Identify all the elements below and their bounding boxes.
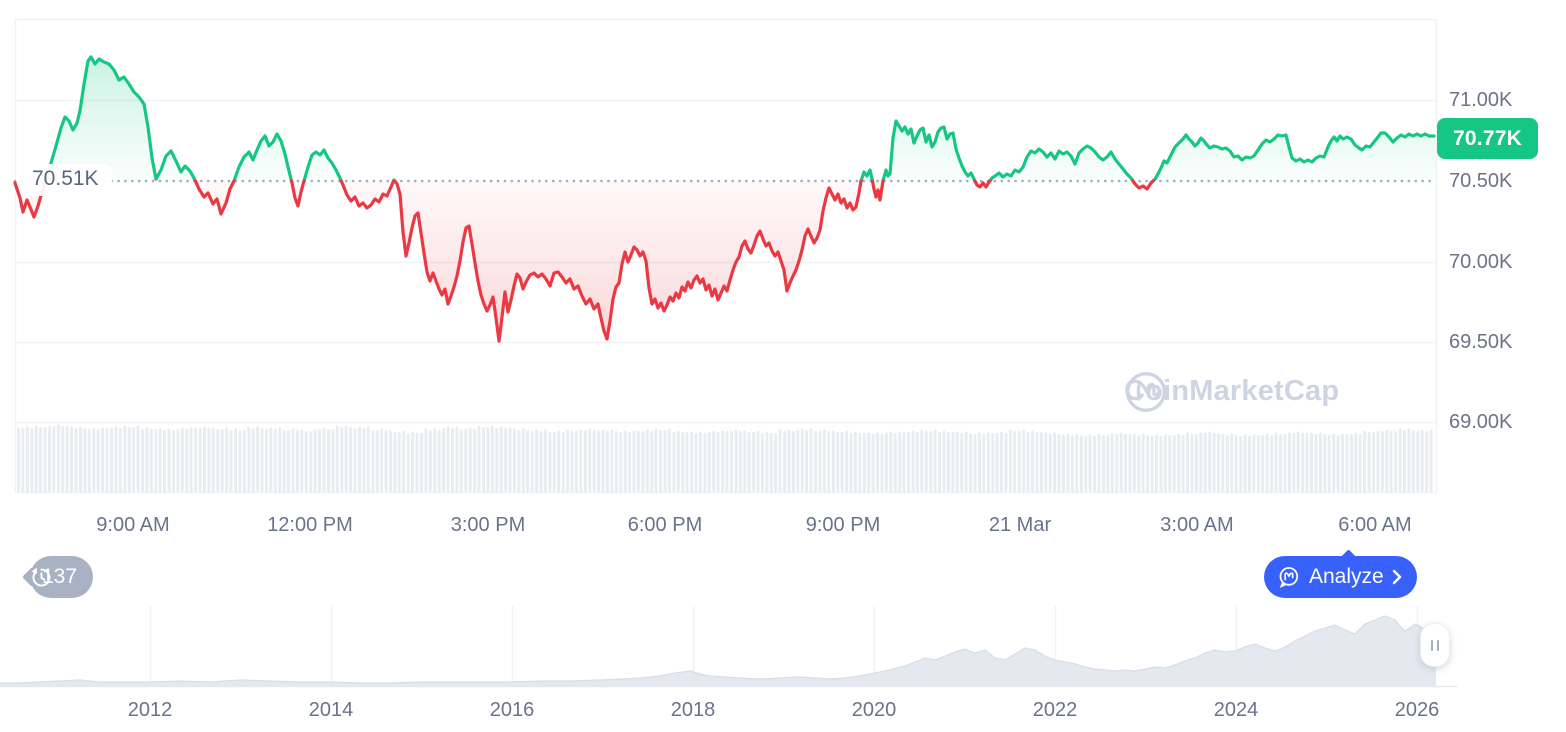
x-axis-tick-label: 12:00 PM <box>267 514 353 536</box>
price-line-green <box>13 55 1436 183</box>
cmc-chat-logo-icon <box>1279 566 1299 588</box>
x-axis-tick-label: 6:00 PM <box>627 514 703 536</box>
coinmarketcap-logo-icon <box>1126 371 1166 412</box>
minimap-year-label: 2022 <box>1032 699 1078 721</box>
history-clock-icon <box>31 567 51 587</box>
watching-count-badge[interactable]: 137 <box>30 556 94 598</box>
timeline-minimap[interactable] <box>0 600 1566 732</box>
current-price-badge: 70.77K <box>1437 118 1538 159</box>
chevron-right-icon <box>1392 569 1401 585</box>
y-axis-tick-label: 69.00K <box>1449 411 1513 433</box>
x-axis-tick-label: 21 Mar <box>988 514 1052 536</box>
gain-area-fill <box>15 57 1436 181</box>
watching-count: 137 <box>42 565 78 588</box>
loss-area-fill <box>15 181 1436 341</box>
x-axis-tick-label: 3:00 AM <box>1160 514 1234 536</box>
y-axis-tick-label: 70.50K <box>1449 170 1513 192</box>
minimap-area-edge <box>0 615 1437 684</box>
y-axis-tick-label: 69.50K <box>1449 331 1513 353</box>
analyze-button[interactable]: Analyze <box>1264 556 1417 598</box>
x-axis-tick-label: 6:00 AM <box>1338 514 1412 536</box>
x-axis-tick-label: 9:00 PM <box>805 514 881 536</box>
minimap-year-label: 2020 <box>851 699 897 721</box>
gridlines <box>14 18 1438 494</box>
minimap-area <box>0 616 1436 686</box>
minimap-handle[interactable] <box>1420 623 1450 667</box>
minimap-year-label: 2016 <box>489 699 535 721</box>
x-axis-tick-label: 9:00 AM <box>96 514 170 536</box>
price-line-red <box>13 179 1157 343</box>
watermark: CoinMarketCap <box>1124 371 1339 412</box>
price-chart-canvas[interactable] <box>0 0 1566 500</box>
volume-bars <box>17 424 1433 492</box>
minimap-year-label: 2018 <box>670 699 716 721</box>
x-axis-tick-label: 3:00 PM <box>450 514 526 536</box>
minimap-year-label: 2012 <box>127 699 173 721</box>
y-axis-tick-label: 71.00K <box>1449 89 1513 111</box>
minimap-year-label: 2014 <box>308 699 354 721</box>
minimap-year-label: 2026 <box>1394 699 1440 721</box>
baseline-price-label: 70.51K <box>19 164 112 196</box>
minimap-year-label: 2024 <box>1213 699 1259 721</box>
analyze-label: Analyze <box>1309 565 1384 588</box>
y-axis-tick-label: 70.00K <box>1449 251 1513 273</box>
